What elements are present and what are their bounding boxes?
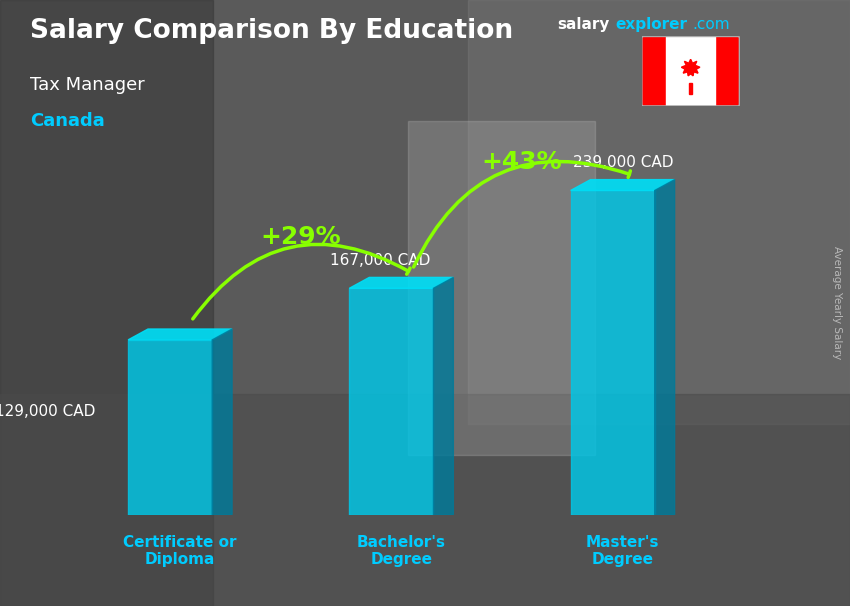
Text: Average Yearly Salary: Average Yearly Salary — [832, 247, 842, 359]
Bar — [0, 394, 850, 606]
Text: .com: .com — [692, 17, 729, 32]
Polygon shape — [654, 179, 675, 515]
Text: 167,000 CAD: 167,000 CAD — [330, 253, 431, 268]
Polygon shape — [570, 179, 675, 190]
Text: Salary Comparison By Education: Salary Comparison By Education — [30, 18, 513, 44]
Polygon shape — [128, 340, 212, 515]
Text: 239,000 CAD: 239,000 CAD — [574, 155, 674, 170]
Text: +43%: +43% — [482, 150, 562, 175]
Text: Master's
Degree: Master's Degree — [586, 535, 660, 567]
Polygon shape — [434, 278, 453, 515]
Polygon shape — [349, 278, 453, 288]
Bar — [408, 121, 595, 454]
Polygon shape — [570, 190, 654, 515]
Text: explorer: explorer — [615, 17, 688, 32]
Polygon shape — [128, 329, 232, 340]
Bar — [715, 36, 740, 106]
Text: Canada: Canada — [30, 112, 105, 130]
Text: Certificate or
Diploma: Certificate or Diploma — [123, 535, 237, 567]
Text: +29%: +29% — [260, 225, 341, 249]
Bar — [666, 36, 715, 106]
Polygon shape — [349, 288, 434, 515]
Text: Tax Manager: Tax Manager — [30, 76, 145, 94]
Bar — [642, 36, 666, 106]
Bar — [468, 0, 850, 424]
Text: Bachelor's
Degree: Bachelor's Degree — [357, 535, 446, 567]
Polygon shape — [689, 83, 692, 95]
Bar — [0, 0, 212, 606]
Text: salary: salary — [557, 17, 609, 32]
Polygon shape — [212, 329, 232, 515]
Text: 129,000 CAD: 129,000 CAD — [0, 404, 95, 419]
Polygon shape — [682, 59, 700, 76]
